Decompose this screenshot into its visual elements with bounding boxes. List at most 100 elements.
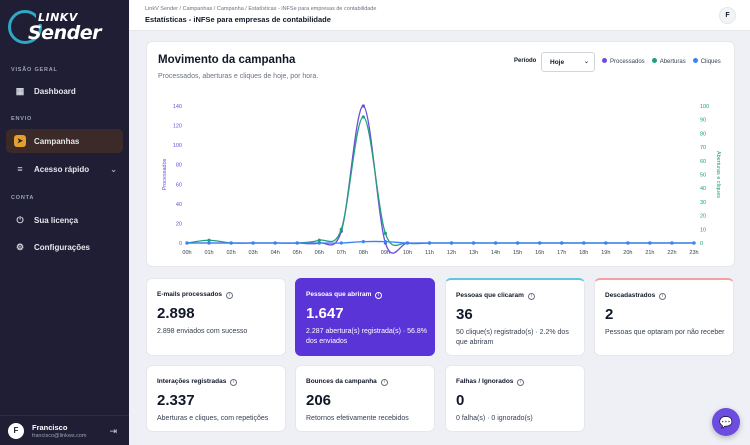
stat-value: 1.647 xyxy=(306,305,344,322)
data-point-aberturas xyxy=(361,115,365,119)
stat-label: Falhas / Ignorados i xyxy=(456,378,525,386)
data-point-cliques xyxy=(604,241,608,245)
data-point-aberturas xyxy=(383,231,387,236)
stat-label-text: Descadastrados xyxy=(605,292,656,299)
sidebar-item-campanhas[interactable]: ➤ Campanhas xyxy=(6,129,123,153)
legend-item-processados[interactable]: Processados xyxy=(602,58,645,65)
gear-icon: ⚙ xyxy=(15,241,25,252)
y-tick-label: 100 xyxy=(173,143,182,149)
data-point-cliques xyxy=(670,241,674,245)
x-tick-label: 03h xyxy=(249,250,258,256)
data-point-cliques xyxy=(229,241,233,245)
y2-tick-label: 30 xyxy=(700,200,706,206)
legend-label: Aberturas xyxy=(659,59,686,65)
info-icon[interactable]: i xyxy=(527,293,535,300)
stat-label-text: Falhas / Ignorados xyxy=(456,378,514,385)
info-icon[interactable]: i xyxy=(517,379,525,386)
y-tick-label: 80 xyxy=(176,163,182,169)
info-icon[interactable]: i xyxy=(380,379,388,386)
linkv-sender-logo[interactable]: LINKV Sender xyxy=(8,8,101,46)
sidebar-item-dashboard[interactable]: ▦ Dashboard xyxy=(6,79,123,103)
info-icon[interactable]: i xyxy=(225,292,233,299)
period-value: Hoje xyxy=(550,59,565,66)
logo-text-top: LINKV xyxy=(36,11,80,24)
x-tick-label: 16h xyxy=(535,250,544,256)
data-point-cliques xyxy=(251,241,255,245)
legend-item-aberturas[interactable]: Aberturas xyxy=(651,58,686,65)
x-tick-label: 19h xyxy=(601,250,610,256)
x-tick-label: 04h xyxy=(271,250,280,256)
stat-card-abriram: Pessoas que abriram i 1.647 2.287 abertu… xyxy=(295,278,435,356)
data-point-aberturas xyxy=(339,227,343,231)
x-tick-label: 12h xyxy=(447,250,456,256)
header-avatar[interactable]: F xyxy=(719,7,736,24)
grid-icon: ▦ xyxy=(15,85,25,96)
y-tick-label: 120 xyxy=(173,124,182,130)
legend-item-cliques[interactable]: Cliques xyxy=(692,58,721,65)
stat-description: Pessoas que optaram por não receber xyxy=(605,329,725,336)
data-point-cliques xyxy=(185,241,189,245)
stat-value: 206 xyxy=(306,392,332,409)
stat-label-text: Bounces da campanha xyxy=(306,378,377,385)
stat-description: 0 falha(s) · 0 ignorado(s) xyxy=(456,415,533,422)
data-point-cliques xyxy=(582,241,586,245)
series-line-cliques xyxy=(187,240,694,244)
sidebar-item-label: Sua licença xyxy=(34,215,79,225)
section-label-envio: ENVIO xyxy=(11,116,33,122)
user-profile[interactable]: F Francisco francisco@linkws.com ⇥ xyxy=(0,415,129,445)
stat-value: 0 xyxy=(456,392,465,409)
data-point-cliques xyxy=(273,241,277,245)
data-point-cliques xyxy=(427,241,432,245)
y-axis-title: Processados xyxy=(162,158,168,190)
y-tick-label: 40 xyxy=(176,202,182,208)
logout-icon[interactable]: ⇥ xyxy=(109,426,117,436)
legend-dot xyxy=(692,58,698,63)
legend-dot xyxy=(651,58,657,63)
x-tick-label: 21h xyxy=(645,250,654,256)
breadcrumb[interactable]: LinkV Sender / Campanhas / Campanha / Es… xyxy=(145,6,377,12)
sidebar-item-licenca[interactable]: ⏻ Sua licença xyxy=(6,208,123,232)
chat-support-button[interactable]: 💬 xyxy=(712,408,740,436)
stat-label-text: E-mails processados xyxy=(157,291,223,298)
y-tick-label: 20 xyxy=(176,221,182,227)
data-point-cliques xyxy=(207,241,211,245)
data-point-cliques xyxy=(471,241,476,245)
user-email: francisco@linkws.com xyxy=(32,432,87,439)
x-tick-label: 07h xyxy=(337,250,346,256)
chevron-down-icon: ⌄ xyxy=(110,164,117,174)
y2-tick-label: 100 xyxy=(700,104,709,110)
avatar: F xyxy=(8,422,24,439)
stat-value: 36 xyxy=(456,306,473,323)
x-tick-label: 22h xyxy=(667,250,676,256)
y-tick-label: 60 xyxy=(176,182,182,188)
chart-legend: Processados Aberturas Cliques xyxy=(602,58,721,65)
stat-label: Pessoas que abriram i xyxy=(306,291,383,299)
info-icon[interactable]: i xyxy=(230,379,238,386)
data-point-cliques xyxy=(317,241,321,245)
sidebar-item-acesso-rapido[interactable]: ≡ Acesso rápido ⌄ xyxy=(6,157,123,181)
info-icon[interactable]: i xyxy=(375,292,383,299)
period-label: Período xyxy=(514,58,537,64)
data-point-cliques xyxy=(692,241,696,245)
chevron-down-icon: ⌄ xyxy=(583,59,589,65)
data-point-cliques xyxy=(405,241,410,245)
stat-description: 2.898 enviados com sucesso xyxy=(157,328,248,335)
section-label-conta: CONTA xyxy=(11,195,35,201)
period-select[interactable]: Hoje ⌄ xyxy=(541,52,595,72)
sidebar-item-configuracoes[interactable]: ⚙ Configurações xyxy=(6,235,123,259)
stat-label-text: Pessoas que abriram xyxy=(306,291,372,298)
y2-tick-label: 60 xyxy=(700,159,706,165)
sidebar: LINKV Sender VISÃO GERAL ▦ Dashboard ENV… xyxy=(0,0,129,445)
y2-tick-label: 70 xyxy=(700,145,706,151)
y2-tick-label: 90 xyxy=(700,118,706,124)
info-icon[interactable]: i xyxy=(659,293,667,300)
data-point-cliques xyxy=(383,240,387,244)
page-title: Estatísticas - iNFSe para empresas de co… xyxy=(145,15,331,24)
chart-title: Movimento da campanha xyxy=(158,54,296,66)
y2-tick-label: 80 xyxy=(700,131,706,137)
menu-icon: ≡ xyxy=(17,164,23,174)
stat-card-descadastrados: Descadastrados i 2 Pessoas que optaram p… xyxy=(594,278,734,356)
top-header: LinkV Sender / Campanhas / Campanha / Es… xyxy=(129,0,750,31)
x-tick-label: 09h xyxy=(381,250,390,256)
x-tick-label: 15h xyxy=(513,250,522,256)
